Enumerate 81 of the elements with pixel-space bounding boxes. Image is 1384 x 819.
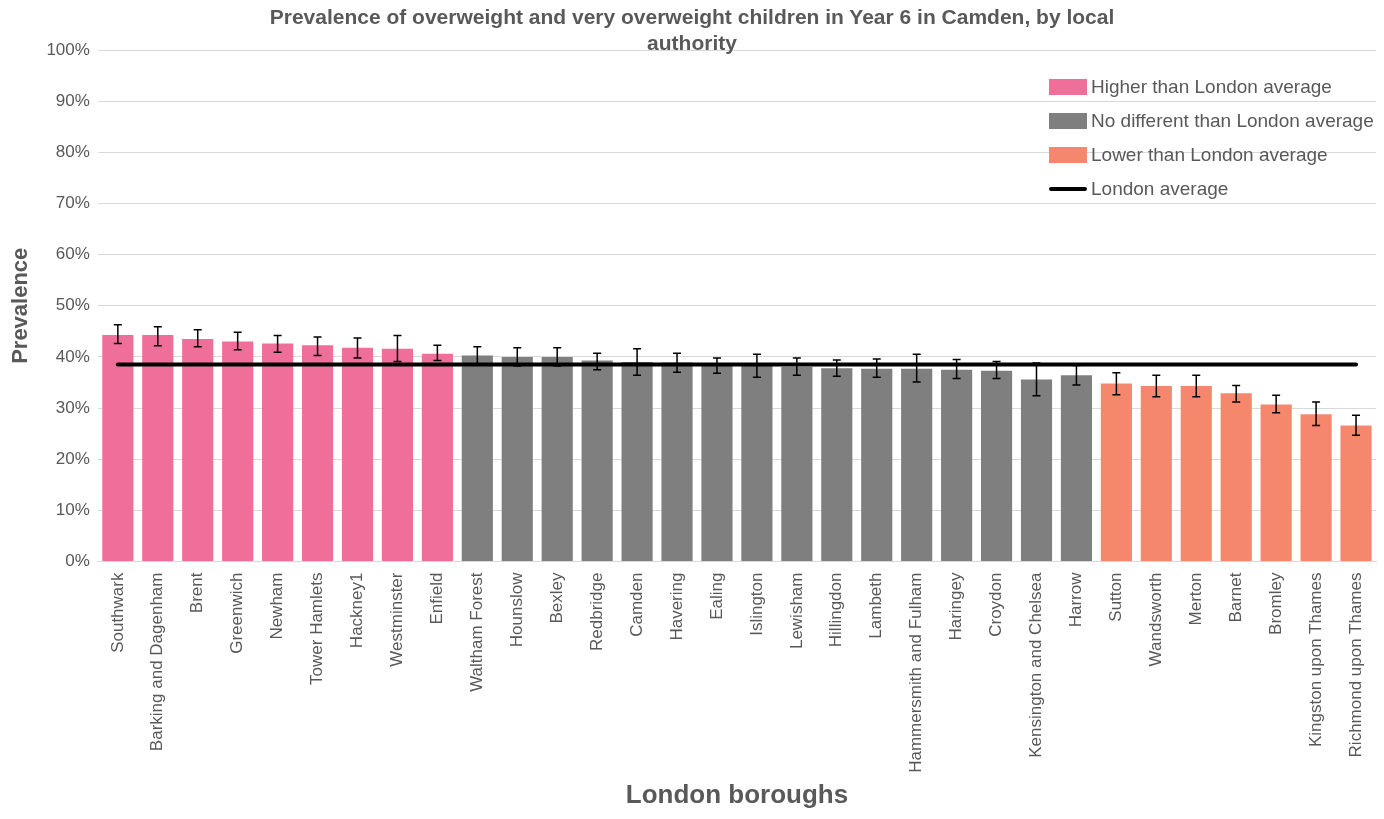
bar xyxy=(581,360,613,562)
y-tick-label: 0% xyxy=(65,551,90,571)
y-tick-label: 90% xyxy=(55,90,90,110)
y-axis-title: Prevalence xyxy=(7,247,33,364)
x-tick-label: Bromley xyxy=(1265,572,1285,635)
legend-label: No different than London average xyxy=(1091,110,1374,132)
bar xyxy=(262,343,294,562)
y-tick-label: 80% xyxy=(55,141,90,161)
bar xyxy=(1020,379,1053,562)
x-tick-label: Brent xyxy=(187,572,207,614)
bar xyxy=(1180,386,1212,562)
x-tick-label: Hillingdon xyxy=(826,572,846,648)
x-tick-label: Lewisham xyxy=(786,572,806,650)
x-tick-label: Havering xyxy=(666,572,686,641)
x-tick-label: Southwark xyxy=(107,572,127,653)
x-axis-title: London boroughs xyxy=(625,778,849,809)
legend-label: Lower than London average xyxy=(1091,144,1328,166)
y-tick-label: 10% xyxy=(55,500,90,520)
bar xyxy=(501,356,533,562)
bar xyxy=(781,366,813,562)
bar xyxy=(341,347,374,562)
y-tick-label: 40% xyxy=(55,346,90,366)
bar xyxy=(941,369,973,562)
bar xyxy=(421,353,453,562)
bar xyxy=(621,362,653,562)
x-tick-label: Tower Hamlets xyxy=(307,572,327,685)
y-tick-label: 70% xyxy=(55,193,90,213)
y-tick-label: 20% xyxy=(55,448,90,468)
x-tick-label: Richmond upon Thames xyxy=(1345,572,1365,758)
x-tick-label: Greenwich xyxy=(227,572,247,654)
bar xyxy=(142,334,174,562)
x-tick-label: Wandsworth xyxy=(1146,572,1166,667)
y-tick-label: 60% xyxy=(55,244,90,264)
bar xyxy=(1340,425,1372,562)
x-tick-label: Haringey xyxy=(946,572,966,641)
bar xyxy=(381,348,414,562)
y-tick-label: 30% xyxy=(55,397,90,417)
bar xyxy=(701,365,733,562)
legend-label: Higher than London average xyxy=(1091,76,1332,98)
bar xyxy=(1100,383,1132,562)
bar xyxy=(461,355,493,562)
x-tick-label: Redbridge xyxy=(586,572,606,651)
x-tick-label: Hounslow xyxy=(506,571,526,648)
x-tick-label: Kensington and Chelsea xyxy=(1026,571,1046,758)
bar xyxy=(1220,393,1252,562)
x-tick-label: Sutton xyxy=(1106,572,1126,622)
bar xyxy=(1140,386,1172,562)
bar xyxy=(1260,404,1292,562)
bar xyxy=(741,366,773,562)
x-tick-label: Barnet xyxy=(1225,572,1245,623)
bar xyxy=(541,356,573,562)
bar xyxy=(1300,414,1332,562)
x-tick-label: Ealing xyxy=(706,572,726,620)
y-tick-label: 100% xyxy=(46,39,90,59)
x-tick-label: Hammersmith and Fulham xyxy=(906,572,926,773)
bar xyxy=(1060,375,1093,562)
bar xyxy=(222,341,254,562)
x-tick-label: Hackney1 xyxy=(347,572,367,649)
x-tick-label: Lambeth xyxy=(866,572,886,639)
bar xyxy=(821,368,853,562)
x-tick-label: Enfield xyxy=(427,572,447,625)
bar xyxy=(182,339,214,562)
bar xyxy=(301,345,334,562)
legend-label: London average xyxy=(1091,178,1229,200)
x-tick-label: Bexley xyxy=(546,572,566,624)
x-tick-label: Barking and Dagenham xyxy=(147,572,167,752)
bar xyxy=(901,368,933,562)
chart-title: Prevalence of overweight and very overweight children in Year 6 in Camden, by local authority xyxy=(268,4,1116,56)
bar xyxy=(980,370,1013,562)
y-tick-label: 50% xyxy=(55,295,90,315)
x-tick-label: Newham xyxy=(267,572,287,640)
x-tick-label: Harrow xyxy=(1066,571,1086,628)
x-tick-label: Kingston upon Thames xyxy=(1305,572,1325,748)
bar xyxy=(102,334,134,562)
x-tick-label: Camden xyxy=(626,572,646,637)
x-tick-label: Islington xyxy=(746,572,766,636)
bar xyxy=(861,368,893,562)
x-tick-label: Westminster xyxy=(387,572,407,667)
x-tick-label: Merton xyxy=(1185,572,1205,626)
x-tick-label: Waltham Forest xyxy=(467,572,487,692)
x-tick-label: Croydon xyxy=(986,572,1006,637)
